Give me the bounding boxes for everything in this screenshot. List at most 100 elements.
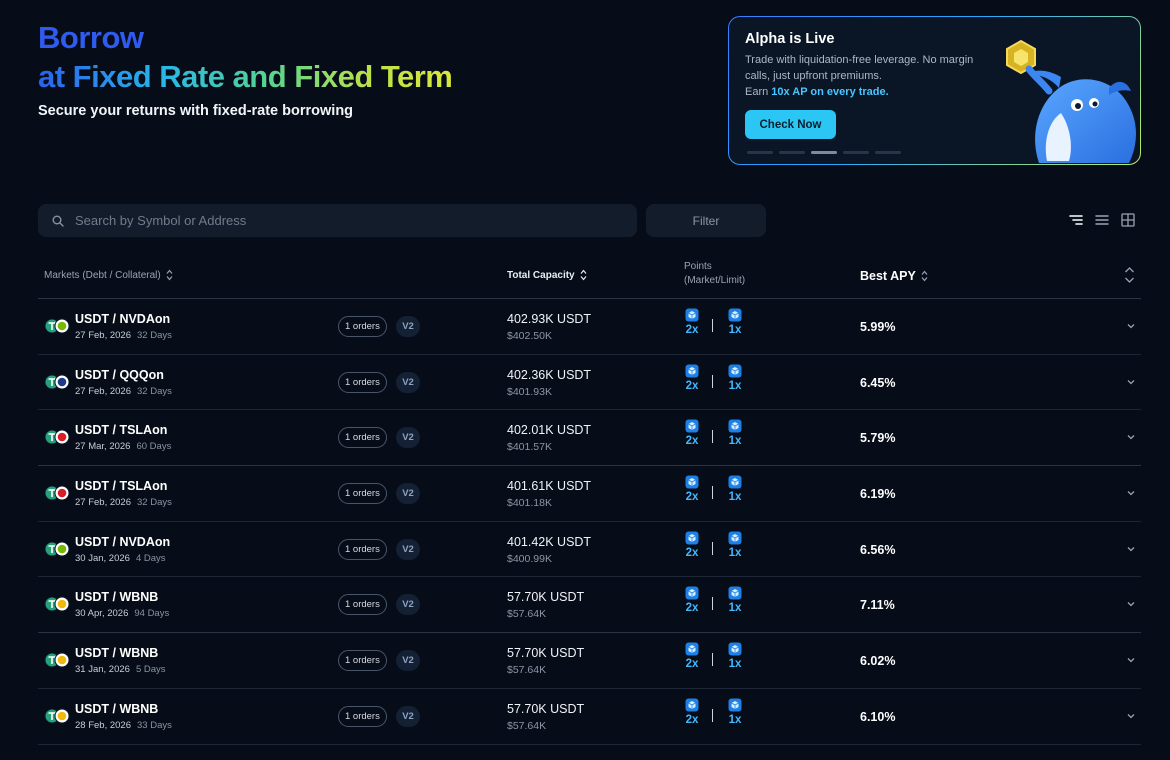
points-cube-icon [685,308,699,322]
points-cube-icon [728,364,742,378]
nvidia-usdt-pair-icon [44,318,70,334]
table-row[interactable]: USDT / QQQon 27 Feb, 2026 32 Days 1 order… [38,355,1141,411]
points-market-multiplier: 2x [685,713,699,726]
carousel-dot[interactable] [747,151,773,154]
view-toggle [1068,212,1136,228]
page-title-line2: at Fixed Rate and Fixed Term [38,59,453,94]
orders-badge[interactable]: 1 orders [338,538,387,560]
search-icon [52,215,64,227]
capacity-column-header[interactable]: Total Capacity [507,269,587,281]
maturity-date: 30 Apr, 2026 94 Days [75,608,169,619]
carousel-dot-active[interactable] [811,151,837,154]
points-market: 2x [683,531,701,560]
maturity-date-value: 27 Feb, 2026 [75,385,131,397]
market-pair: USDT / QQQon [75,367,164,382]
best-apy: 6.56% [860,542,896,557]
points-header-sublabel: (Market/Limit) [684,275,746,286]
markets-column-header[interactable]: Markets (Debt / Collateral) [44,269,173,281]
points-limit: 1x [726,698,744,727]
compact-view-icon[interactable] [1068,212,1084,228]
orders-badge[interactable]: 1 orders [338,371,387,393]
maturity-date-value: 30 Jan, 2026 [75,552,130,564]
chevron-down-icon[interactable] [1126,599,1136,609]
table-row[interactable]: USDT / TSLAon 27 Feb, 2026 32 Days 1 orde… [38,466,1141,522]
orders-badge[interactable]: 1 orders [338,316,387,337]
points-cube-icon [728,531,742,545]
points-market: 2x [683,308,701,337]
search-input[interactable] [75,213,595,228]
maturity-date: 27 Feb, 2026 32 Days [75,330,172,341]
orders-badge[interactable]: 1 orders [338,427,387,449]
total-capacity: 57.70K USDT [507,701,585,716]
best-apy: 6.19% [860,487,896,502]
best-apy: 6.45% [860,375,896,390]
chevron-down-icon[interactable] [1126,655,1136,665]
apy-header-label: Best APY [860,269,916,283]
filter-button[interactable]: Filter [646,204,766,237]
table-row[interactable]: USDT / NVDAon 30 Jan, 2026 4 Days 1 order… [38,522,1141,578]
total-capacity: 402.01K USDT [507,423,592,438]
total-capacity-usd: $401.18K [507,497,552,510]
term-days: 32 Days [137,385,172,397]
total-capacity-usd: $400.99K [507,552,552,565]
best-apy: 5.99% [860,320,896,334]
points-cube-icon [728,586,742,600]
term-days: 32 Days [137,330,172,341]
dolphin-mascot-icon [1006,39,1136,163]
chevron-down-icon[interactable] [1126,488,1136,498]
points-cube-icon [728,419,742,433]
market-pair: USDT / WBNB [75,646,159,661]
best-apy: 6.02% [860,654,896,669]
orders-badge[interactable]: 1 orders [338,650,387,672]
list-view-icon[interactable] [1094,212,1110,228]
chevron-down-icon[interactable] [1126,377,1136,387]
total-capacity: 402.93K USDT [507,312,592,326]
carousel-dot[interactable] [843,151,869,154]
maturity-date: 27 Feb, 2026 32 Days [75,497,172,508]
orders-badge[interactable]: 1 orders [338,705,387,727]
table-row[interactable]: USDT / WBNB 30 Apr, 2026 94 Days 1 orders… [38,577,1141,634]
points-cube-icon [685,642,699,656]
expand-all-toggle[interactable] [1124,266,1135,284]
points-cube-icon [728,698,742,712]
table-row[interactable]: USDT / NVDAon 27 Feb, 2026 32 Days 1 orde… [38,299,1141,355]
grid-view-icon[interactable] [1120,212,1136,228]
points-header-label: Points [684,261,712,272]
chevron-down-icon[interactable] [1126,711,1136,721]
table-row[interactable]: USDT / TSLAon 27 Mar, 2026 60 Days 1 orde… [38,410,1141,467]
page-subtitle: Secure your returns with fixed-rate borr… [38,103,354,119]
points-limit: 1x [726,364,744,393]
apy-column-header[interactable]: Best APY [860,269,928,283]
table-row[interactable]: USDT / WBNB 28 Feb, 2026 33 Days 1 orders… [38,689,1141,745]
bnb-usdt-pair-icon [44,652,70,668]
maturity-date-value: 30 Apr, 2026 [75,608,129,620]
points-cube-icon [685,586,699,600]
page-title: Borrow at Fixed Rate and Fixed Term [38,18,453,96]
term-days: 94 Days [134,608,170,620]
carousel-dot[interactable] [875,151,901,154]
chevron-down-icon[interactable] [1126,432,1136,442]
promo-earn-prefix: Earn [745,86,772,98]
check-now-button[interactable]: Check Now [745,110,836,139]
total-capacity-usd: $401.93K [507,385,552,398]
chevron-down-icon[interactable] [1126,321,1136,331]
points-divider [712,374,713,388]
promo-description: Trade with liquidation-free leverage. No… [745,54,974,82]
promo-banner: Alpha is Live Trade with liquidation-fre… [728,16,1141,165]
chevron-down-icon[interactable] [1126,544,1136,554]
best-apy: 5.79% [860,431,896,446]
best-apy: 6.10% [860,709,896,724]
markets-header-label: Markets (Debt / Collateral) [44,269,161,281]
orders-badge[interactable]: 1 orders [338,594,387,616]
points-market: 2x [683,419,701,448]
points-market-multiplier: 2x [685,546,699,559]
carousel-dot[interactable] [779,151,805,154]
orders-badge[interactable]: 1 orders [338,483,387,505]
points-cube-icon [685,531,699,545]
points-cube-icon [685,364,699,378]
total-capacity-usd: $402.50K [507,330,552,342]
table-row[interactable]: USDT / WBNB 31 Jan, 2026 5 Days 1 orders … [38,633,1141,689]
version-badge: V2 [396,538,420,560]
points-limit-multiplier: 1x [728,658,742,671]
term-days: 4 Days [135,552,166,564]
